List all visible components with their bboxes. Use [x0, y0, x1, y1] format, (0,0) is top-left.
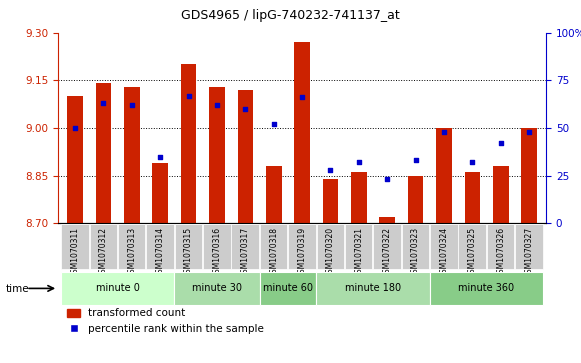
Text: time: time [6, 284, 30, 294]
Text: minute 360: minute 360 [458, 283, 515, 293]
Text: GSM1070322: GSM1070322 [383, 227, 392, 278]
Text: GSM1070315: GSM1070315 [184, 227, 193, 278]
Point [184, 93, 193, 98]
Bar [209, 87, 225, 223]
Point [468, 159, 477, 165]
FancyBboxPatch shape [61, 224, 89, 269]
Text: GSM1070326: GSM1070326 [496, 227, 505, 278]
Text: GSM1070324: GSM1070324 [439, 227, 449, 278]
Text: minute 180: minute 180 [345, 283, 401, 293]
Text: GSM1070318: GSM1070318 [269, 227, 278, 278]
Point [383, 176, 392, 182]
Point [212, 102, 221, 108]
Text: GSM1070314: GSM1070314 [156, 227, 165, 278]
Bar [152, 163, 168, 223]
FancyBboxPatch shape [316, 272, 430, 305]
Point [525, 129, 534, 135]
FancyBboxPatch shape [458, 224, 486, 269]
Point [354, 159, 364, 165]
Legend: transformed count, percentile rank within the sample: transformed count, percentile rank withi… [63, 304, 268, 338]
Bar [493, 166, 508, 223]
Bar [96, 83, 112, 223]
Bar [238, 90, 253, 223]
Text: GSM1070313: GSM1070313 [127, 227, 137, 278]
Point [269, 121, 278, 127]
FancyBboxPatch shape [174, 272, 260, 305]
Bar [322, 179, 338, 223]
Text: GSM1070319: GSM1070319 [297, 227, 307, 278]
Bar [67, 96, 83, 223]
Point [156, 154, 165, 159]
FancyBboxPatch shape [288, 224, 315, 269]
Text: GSM1070323: GSM1070323 [411, 227, 420, 278]
Text: GSM1070325: GSM1070325 [468, 227, 477, 278]
FancyBboxPatch shape [175, 224, 202, 269]
Point [297, 95, 307, 101]
Bar [465, 172, 480, 223]
Text: GSM1070327: GSM1070327 [525, 227, 533, 278]
Bar [181, 65, 196, 223]
Bar [379, 217, 395, 223]
FancyBboxPatch shape [430, 272, 543, 305]
FancyBboxPatch shape [345, 224, 372, 269]
Point [411, 158, 420, 163]
Point [439, 129, 449, 135]
FancyBboxPatch shape [260, 224, 288, 269]
Text: GSM1070311: GSM1070311 [71, 227, 80, 278]
Point [326, 167, 335, 173]
FancyBboxPatch shape [317, 224, 344, 269]
Point [241, 106, 250, 112]
Bar [295, 42, 310, 223]
Text: minute 60: minute 60 [263, 283, 313, 293]
Text: GDS4965 / lipG-740232-741137_at: GDS4965 / lipG-740232-741137_at [181, 9, 400, 22]
Bar [408, 176, 424, 223]
FancyBboxPatch shape [231, 224, 259, 269]
Point [127, 102, 137, 108]
Bar [436, 128, 452, 223]
Text: GSM1070320: GSM1070320 [326, 227, 335, 278]
Point [99, 100, 108, 106]
FancyBboxPatch shape [203, 224, 231, 269]
Point [496, 140, 505, 146]
Bar [124, 87, 139, 223]
Bar [351, 172, 367, 223]
FancyBboxPatch shape [374, 224, 401, 269]
Point [70, 125, 80, 131]
Text: GSM1070312: GSM1070312 [99, 227, 108, 278]
FancyBboxPatch shape [401, 224, 429, 269]
Bar [266, 166, 282, 223]
Bar [521, 128, 537, 223]
FancyBboxPatch shape [515, 224, 543, 269]
Text: GSM1070321: GSM1070321 [354, 227, 363, 278]
FancyBboxPatch shape [146, 224, 174, 269]
FancyBboxPatch shape [260, 272, 316, 305]
Text: minute 30: minute 30 [192, 283, 242, 293]
Text: GSM1070316: GSM1070316 [213, 227, 221, 278]
FancyBboxPatch shape [118, 224, 145, 269]
FancyBboxPatch shape [61, 272, 174, 305]
Text: minute 0: minute 0 [96, 283, 139, 293]
FancyBboxPatch shape [430, 224, 458, 269]
FancyBboxPatch shape [487, 224, 514, 269]
Text: GSM1070317: GSM1070317 [241, 227, 250, 278]
FancyBboxPatch shape [89, 224, 117, 269]
